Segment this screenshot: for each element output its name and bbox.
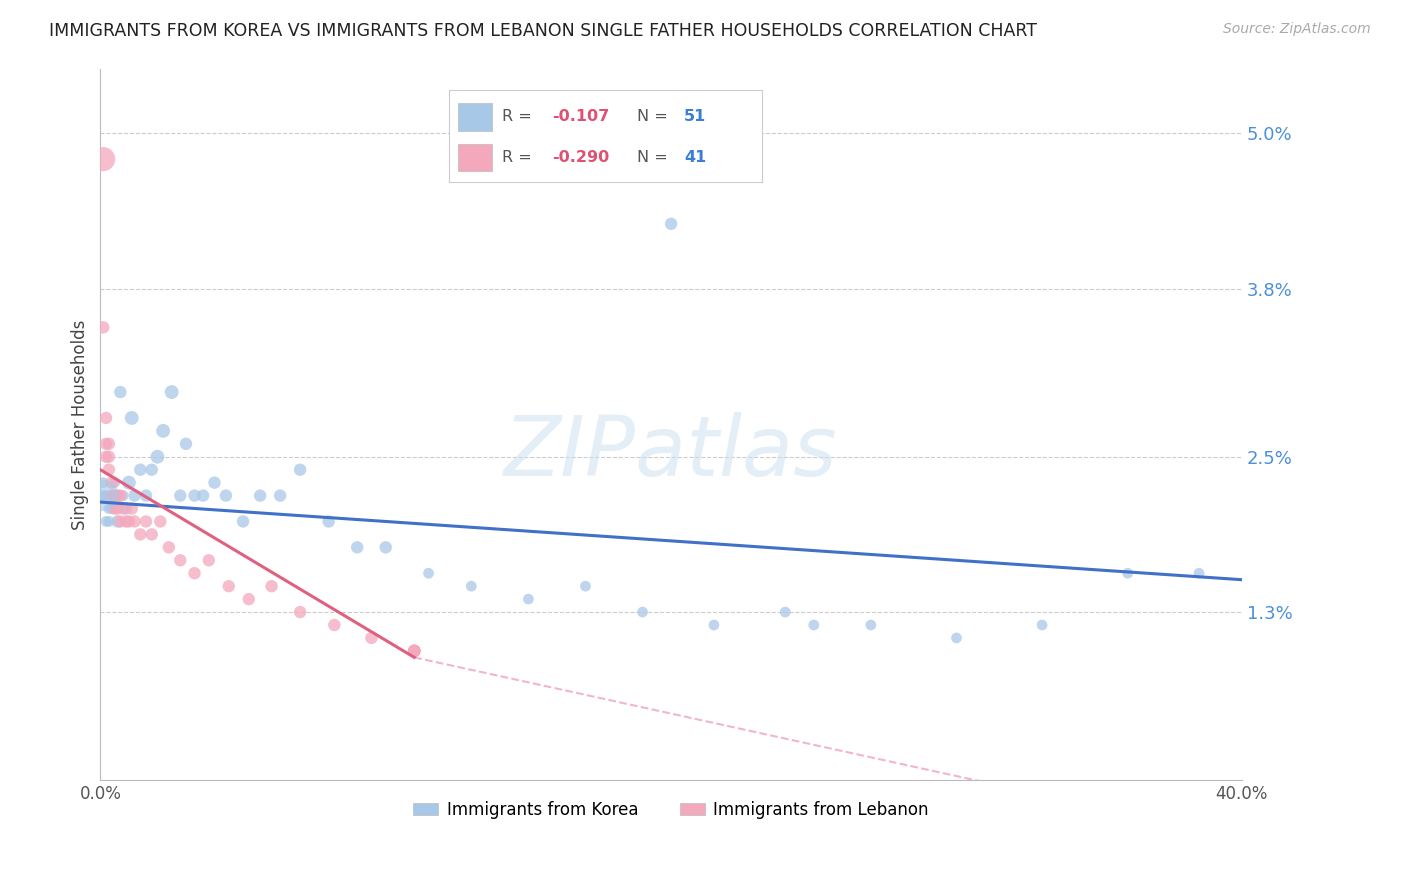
- Point: [404, 644, 426, 658]
- Point: [288, 463, 311, 477]
- Point: [129, 463, 152, 477]
- Point: [773, 605, 796, 619]
- Point: [238, 592, 260, 607]
- Text: Source: ZipAtlas.com: Source: ZipAtlas.com: [1223, 22, 1371, 37]
- Point: [107, 501, 129, 516]
- Point: [115, 501, 138, 516]
- Point: [204, 475, 226, 490]
- Point: [183, 566, 205, 581]
- Text: ZIPatlas: ZIPatlas: [505, 412, 838, 493]
- Point: [97, 515, 120, 529]
- Point: [100, 501, 122, 516]
- Point: [288, 605, 311, 619]
- Point: [97, 501, 120, 516]
- Point: [198, 553, 221, 567]
- Point: [418, 566, 440, 581]
- Point: [110, 515, 132, 529]
- Point: [517, 592, 540, 607]
- Point: [129, 527, 152, 541]
- Point: [803, 618, 825, 632]
- Point: [110, 489, 132, 503]
- Point: [218, 579, 240, 593]
- Point: [91, 320, 114, 334]
- Point: [659, 217, 682, 231]
- Point: [318, 515, 340, 529]
- Point: [124, 515, 146, 529]
- Point: [404, 644, 426, 658]
- Point: [574, 579, 596, 593]
- Point: [112, 489, 135, 503]
- Point: [94, 515, 117, 529]
- Point: [174, 437, 197, 451]
- Point: [104, 475, 127, 490]
- Point: [460, 579, 482, 593]
- Point: [97, 437, 120, 451]
- Point: [141, 463, 163, 477]
- Point: [404, 644, 426, 658]
- Point: [183, 489, 205, 503]
- Point: [118, 515, 141, 529]
- Point: [249, 489, 271, 503]
- Point: [124, 489, 146, 503]
- Point: [160, 385, 183, 400]
- Legend: Immigrants from Korea, Immigrants from Lebanon: Immigrants from Korea, Immigrants from L…: [406, 794, 935, 825]
- Point: [269, 489, 291, 503]
- Point: [1031, 618, 1053, 632]
- Point: [100, 475, 122, 490]
- Point: [169, 553, 191, 567]
- Point: [169, 489, 191, 503]
- Point: [115, 515, 138, 529]
- Point: [149, 515, 172, 529]
- Point: [346, 541, 368, 555]
- Point: [97, 463, 120, 477]
- Y-axis label: Single Father Households: Single Father Households: [72, 319, 89, 530]
- Point: [121, 501, 143, 516]
- Point: [91, 489, 114, 503]
- Point: [94, 411, 117, 425]
- Point: [1188, 566, 1211, 581]
- Point: [404, 644, 426, 658]
- Point: [100, 489, 122, 503]
- Point: [152, 424, 174, 438]
- Point: [360, 631, 382, 645]
- Point: [121, 411, 143, 425]
- Point: [107, 489, 129, 503]
- Text: IMMIGRANTS FROM KOREA VS IMMIGRANTS FROM LEBANON SINGLE FATHER HOUSEHOLDS CORREL: IMMIGRANTS FROM KOREA VS IMMIGRANTS FROM…: [49, 22, 1038, 40]
- Point: [945, 631, 967, 645]
- Point: [91, 489, 114, 503]
- Point: [141, 527, 163, 541]
- Point: [107, 489, 129, 503]
- Point: [97, 450, 120, 464]
- Point: [107, 515, 129, 529]
- Point: [135, 489, 157, 503]
- Point: [100, 489, 122, 503]
- Point: [323, 618, 346, 632]
- Point: [112, 501, 135, 516]
- Point: [215, 489, 238, 503]
- Point: [631, 605, 654, 619]
- Point: [146, 450, 169, 464]
- Point: [404, 644, 426, 658]
- Point: [859, 618, 882, 632]
- Point: [374, 541, 396, 555]
- Point: [404, 644, 426, 658]
- Point: [104, 489, 127, 503]
- Point: [104, 489, 127, 503]
- Point: [703, 618, 725, 632]
- Point: [104, 501, 127, 516]
- Point: [135, 515, 157, 529]
- Point: [94, 489, 117, 503]
- Point: [94, 437, 117, 451]
- Point: [157, 541, 180, 555]
- Point: [191, 489, 214, 503]
- Point: [110, 385, 132, 400]
- Point: [91, 152, 114, 166]
- Point: [118, 475, 141, 490]
- Point: [1116, 566, 1139, 581]
- Point: [260, 579, 283, 593]
- Point: [91, 475, 114, 490]
- Point: [232, 515, 254, 529]
- Point: [94, 450, 117, 464]
